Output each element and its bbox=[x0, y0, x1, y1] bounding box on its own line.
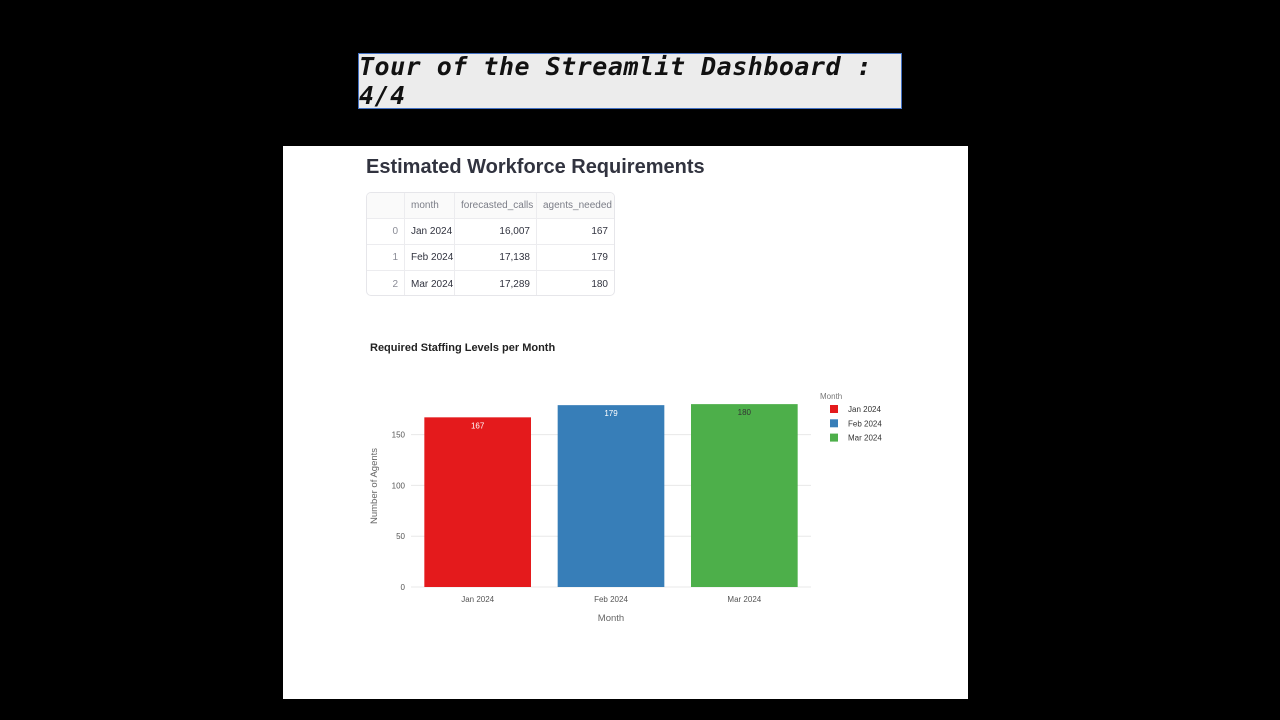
column-header-forecasted-calls[interactable]: forecasted_calls bbox=[455, 193, 537, 218]
chart-legend[interactable]: Jan 2024 Feb 2024 Mar 2024 bbox=[830, 405, 882, 443]
legend-title: Month bbox=[820, 392, 842, 401]
chart-labels: 0 50 100 150 167 Jan 2024 179 Feb 2024 180 Mar 20… bbox=[392, 408, 762, 604]
bar[interactable] bbox=[691, 404, 798, 587]
workforce-dataframe[interactable]: month forecasted_calls agents_needed 0 J… bbox=[366, 192, 615, 296]
cell-month[interactable]: Jan 2024 bbox=[405, 219, 455, 244]
bar-value-label: 179 bbox=[604, 409, 618, 418]
cell-agents-needed[interactable]: 179 bbox=[591, 252, 608, 263]
table-row: 1 Feb 2024 17,138 179 bbox=[367, 245, 614, 271]
y-axis-title: Number of Agents bbox=[369, 448, 380, 524]
cell-agents-needed[interactable]: 167 bbox=[591, 226, 608, 237]
page-title: Estimated Workforce Requirements bbox=[366, 156, 705, 178]
legend-swatch[interactable] bbox=[830, 405, 838, 413]
table-row: 2 Mar 2024 17,289 180 bbox=[367, 271, 614, 295]
y-tick-label: 150 bbox=[392, 431, 406, 440]
bar[interactable] bbox=[557, 405, 665, 587]
x-axis-title: Month bbox=[598, 613, 624, 624]
x-tick-label: Jan 2024 bbox=[461, 595, 494, 604]
table-header-row: month forecasted_calls agents_needed bbox=[367, 193, 614, 219]
y-tick-label: 0 bbox=[401, 583, 406, 592]
row-index: 1 bbox=[367, 245, 405, 270]
bar[interactable] bbox=[424, 417, 531, 587]
legend-swatch[interactable] bbox=[830, 433, 838, 442]
slide-title: Tour of the Streamlit Dashboard : 4/4 bbox=[358, 52, 902, 110]
y-tick-label: 50 bbox=[396, 532, 405, 541]
chart-bars bbox=[424, 404, 798, 587]
legend-entry[interactable]: Mar 2024 bbox=[848, 434, 882, 443]
cell-agents-needed[interactable]: 180 bbox=[591, 278, 608, 290]
staffing-bar-chart[interactable]: Required Staffing Levels per Month 05010… bbox=[283, 146, 968, 699]
bar-value-label: 180 bbox=[738, 408, 752, 417]
legend-entry[interactable]: Jan 2024 bbox=[848, 405, 881, 414]
bar-value-label: 167 bbox=[471, 421, 485, 430]
column-header-index[interactable] bbox=[367, 193, 405, 218]
y-tick-label: 100 bbox=[392, 481, 406, 490]
cell-forecasted-calls[interactable]: 16,007 bbox=[455, 219, 537, 244]
row-index: 0 bbox=[367, 219, 405, 244]
table-row: 0 Jan 2024 16,007 167 bbox=[367, 219, 614, 245]
legend-swatch[interactable] bbox=[830, 419, 838, 428]
row-index: 2 bbox=[367, 271, 405, 295]
cell-month[interactable]: Feb 2024 bbox=[405, 245, 455, 270]
legend-entry[interactable]: Feb 2024 bbox=[848, 419, 882, 428]
cell-forecasted-calls[interactable]: 17,289 bbox=[455, 271, 537, 295]
cell-month[interactable]: Mar 2024 bbox=[405, 271, 455, 295]
column-header-month[interactable]: month bbox=[405, 193, 455, 218]
streamlit-app: Estimated Workforce Requirements month f… bbox=[283, 146, 968, 699]
cell-forecasted-calls[interactable]: 17,138 bbox=[455, 245, 537, 270]
x-tick-label: Mar 2024 bbox=[727, 595, 761, 604]
x-tick-label: Feb 2024 bbox=[594, 595, 628, 604]
column-header-agents-needed[interactable]: agents_needed bbox=[543, 200, 612, 211]
chart-title: Required Staffing Levels per Month bbox=[370, 342, 555, 354]
